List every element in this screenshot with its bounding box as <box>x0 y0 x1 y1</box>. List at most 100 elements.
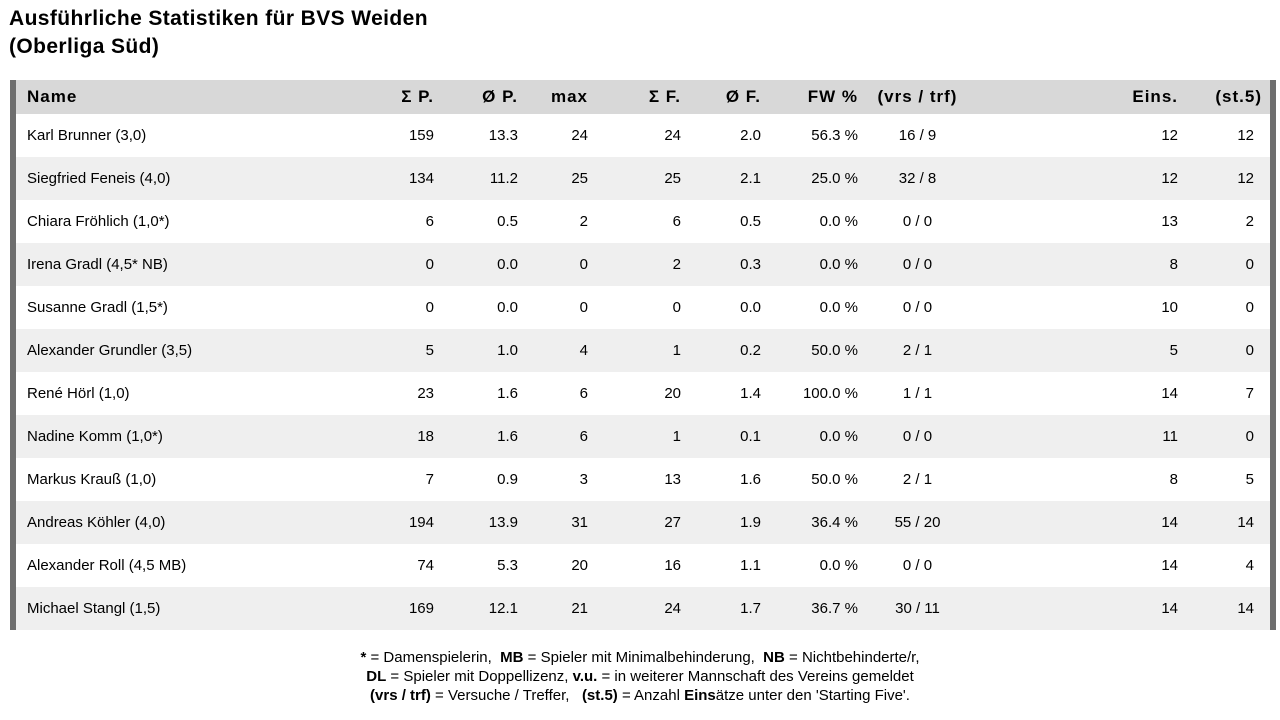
legend-segment: NB <box>763 649 785 666</box>
avg-fouls-cell: 1.7 <box>683 587 763 630</box>
column-header-name: Name <box>16 80 376 114</box>
column-header-avg-points: Ø P. <box>436 80 520 114</box>
starting-five-cell: 12 <box>1180 157 1270 200</box>
player-table-body: Karl Brunner (3,0) 159 13.3 24 24 2.0 56… <box>16 114 1270 630</box>
max-points-cell: 0 <box>520 243 590 286</box>
avg-points-cell: 1.6 <box>436 415 520 458</box>
table-row: René Hörl (1,0) 23 1.6 6 20 1.4 100.0 % … <box>16 372 1270 415</box>
legend-line-3: (vrs / trf) = Versuche / Treffer, (st.5)… <box>0 686 1280 705</box>
max-points-cell: 24 <box>571 127 588 144</box>
starting-five-cell: 0 <box>1180 329 1270 372</box>
starting-five-cell: 4 <box>1245 557 1254 574</box>
sum-fouls-cell: 16 <box>664 557 681 574</box>
table-row: Chiara Fröhlich (1,0*) 6 0.5 2 6 0.5 0.0… <box>16 200 1270 243</box>
sum-points-cell: 169 <box>376 587 436 630</box>
attempts-hits-cell: 16 / 9 <box>898 127 937 144</box>
avg-fouls-cell: 0.5 <box>740 213 761 230</box>
starting-five-cell: 0 <box>1180 243 1270 286</box>
sum-points-cell: 134 <box>376 157 436 200</box>
column-header-games: Eins. <box>975 80 1180 114</box>
legend-segment: (vrs / trf) <box>370 687 431 704</box>
table-row: Irena Gradl (4,5* NB) 0 0.0 0 2 0.3 0.0 … <box>16 243 1270 286</box>
avg-points-cell: 12.1 <box>436 587 520 630</box>
legend-segment: = Versuche / Treffer, <box>430 687 582 704</box>
sum-points-cell: 18 <box>376 415 436 458</box>
sum-points-cell: 7 <box>425 471 434 488</box>
player-name-cell: Alexander Roll (4,5 MB) <box>27 557 187 574</box>
player-name-cell: Chiara Fröhlich (1,0*) <box>27 213 170 230</box>
games-cell: 11 <box>975 415 1180 458</box>
freethrow-pct-cell: 36.7 % <box>763 587 860 630</box>
attempts-hits-cell: 2 / 1 <box>860 329 975 372</box>
legend-segment: ätze unter den 'Starting Five'. <box>715 687 910 704</box>
sum-fouls-cell: 24 <box>590 587 683 630</box>
starting-five-cell: 2 <box>1245 213 1254 230</box>
sum-fouls-cell: 27 <box>590 501 683 544</box>
title-line-1: Ausführliche Statistiken für BVS Weiden <box>9 7 428 30</box>
sum-fouls-cell: 6 <box>672 213 681 230</box>
player-name-cell: Nadine Komm (1,0*) <box>16 415 376 458</box>
title-line-2: (Oberliga Süd) <box>9 35 160 58</box>
attempts-hits-cell: 30 / 11 <box>860 587 975 630</box>
player-name-cell: Irena Gradl (4,5* NB) <box>16 243 376 286</box>
attempts-hits-cell: 1 / 1 <box>902 385 933 402</box>
avg-points-cell: 0.5 <box>497 213 518 230</box>
avg-fouls-cell: 1.9 <box>683 501 763 544</box>
sum-points-cell: 6 <box>425 213 434 230</box>
freethrow-pct-cell: 25.0 % <box>763 157 860 200</box>
column-header-starting-five: (st.5) <box>1180 80 1270 114</box>
column-header-sum-fouls: Σ F. <box>590 80 683 114</box>
player-name-cell: Alexander Grundler (3,5) <box>16 329 376 372</box>
games-cell: 12 <box>975 157 1180 200</box>
avg-points-cell: 13.3 <box>488 127 518 144</box>
starting-five-cell: 14 <box>1180 501 1270 544</box>
column-header-max: max <box>520 80 590 114</box>
starting-five-cell: 14 <box>1180 587 1270 630</box>
table-row: Andreas Köhler (4,0) 194 13.9 31 27 1.9 … <box>16 501 1270 544</box>
sum-fouls-cell: 25 <box>590 157 683 200</box>
sum-fouls-cell: 1 <box>590 329 683 372</box>
player-name-cell: Susanne Gradl (1,5*) <box>27 299 168 316</box>
legend-segment: = Damenspielerin, <box>366 649 501 666</box>
sum-fouls-cell: 0 <box>672 299 681 316</box>
player-name-cell: Karl Brunner (3,0) <box>27 127 147 144</box>
games-cell: 12 <box>1161 127 1178 144</box>
legend: * = Damenspielerin, MB = Spieler mit Min… <box>0 648 1280 705</box>
avg-fouls-cell: 0.1 <box>683 415 763 458</box>
legend-segment: DL <box>366 668 387 685</box>
attempts-hits-cell: 0 / 0 <box>860 243 975 286</box>
freethrow-pct-cell: 0.0 % <box>763 243 860 286</box>
max-points-cell: 20 <box>571 557 588 574</box>
avg-points-cell: 11.2 <box>436 157 520 200</box>
avg-points-cell: 0.0 <box>497 299 518 316</box>
table-row: Siegfried Feneis (4,0) 134 11.2 25 25 2.… <box>16 157 1270 200</box>
attempts-hits-cell: 0 / 0 <box>902 299 933 316</box>
games-cell: 8 <box>1169 471 1178 488</box>
legend-segment: = in weiterer Mannschaft des Vereins gem… <box>597 668 914 685</box>
games-cell: 14 <box>1161 557 1178 574</box>
starting-five-cell: 0 <box>1245 299 1254 316</box>
attempts-hits-cell: 32 / 8 <box>860 157 975 200</box>
column-header-sum-points: Σ P. <box>376 80 436 114</box>
sum-fouls-cell: 2 <box>590 243 683 286</box>
column-header-freethrow-pct: FW % <box>763 80 860 114</box>
avg-fouls-cell: 1.4 <box>740 385 761 402</box>
attempts-hits-cell: 0 / 0 <box>902 213 933 230</box>
legend-segment: MB <box>500 649 524 666</box>
avg-fouls-cell: 0.3 <box>683 243 763 286</box>
attempts-hits-cell: 0 / 0 <box>860 415 975 458</box>
avg-fouls-cell: 2.1 <box>683 157 763 200</box>
page-title: Ausführliche Statistiken für BVS Weiden … <box>9 5 428 61</box>
player-name-cell: Andreas Köhler (4,0) <box>16 501 376 544</box>
player-name-cell: René Hörl (1,0) <box>27 385 130 402</box>
freethrow-pct-cell: 56.3 % <box>811 127 858 144</box>
games-cell: 10 <box>1161 299 1178 316</box>
table-row: Nadine Komm (1,0*) 18 1.6 6 1 0.1 0.0 % … <box>16 415 1270 458</box>
column-header-attempts-hits: (vrs / trf) <box>860 80 975 114</box>
games-cell: 14 <box>1161 385 1178 402</box>
max-points-cell: 6 <box>579 385 588 402</box>
avg-fouls-cell: 2.0 <box>740 127 761 144</box>
avg-points-cell: 13.9 <box>436 501 520 544</box>
legend-segment: (st.5) <box>581 687 618 704</box>
